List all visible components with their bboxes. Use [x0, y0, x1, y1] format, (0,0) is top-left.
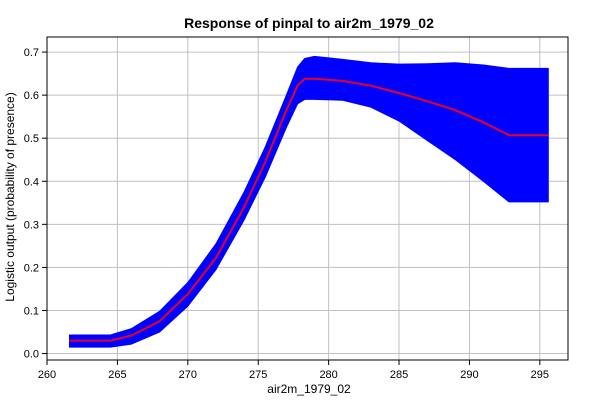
x-tick-label: 280 — [319, 369, 337, 381]
y-tick-label: 0.2 — [24, 262, 39, 274]
x-axis-label: air2m_1979_02 — [267, 382, 351, 396]
x-tick-label: 295 — [531, 369, 549, 381]
x-tick-label: 285 — [390, 369, 408, 381]
x-tick-label: 290 — [460, 369, 478, 381]
y-axis: 0.0 0.1 0.2 0.3 0.4 0.5 0.6 0.7 — [24, 47, 47, 361]
x-tick-label: 275 — [249, 369, 267, 381]
plot-frame — [46, 36, 569, 361]
confidence-band — [69, 55, 549, 348]
y-tick-label: 0.4 — [24, 176, 39, 188]
mean-response-line — [69, 77, 549, 342]
x-tick-label: 260 — [38, 369, 56, 381]
y-tick-label: 0.5 — [24, 133, 39, 145]
x-axis: 260 265 270 275 280 285 290 295 — [38, 360, 549, 381]
y-tick-label: 0.1 — [24, 305, 39, 317]
plot-content — [69, 55, 549, 348]
y-tick-label: 0.6 — [24, 90, 39, 102]
x-tick-label: 265 — [108, 369, 126, 381]
y-axis-label: Logistic output (probability of presence… — [3, 92, 17, 301]
chart-title: Response of pinpal to air2m_1979_02 — [184, 15, 434, 31]
y-tick-label: 0.0 — [24, 349, 39, 361]
y-tick-label: 0.7 — [24, 47, 39, 59]
x-tick-label: 270 — [179, 369, 197, 381]
y-tick-label: 0.3 — [24, 219, 39, 231]
